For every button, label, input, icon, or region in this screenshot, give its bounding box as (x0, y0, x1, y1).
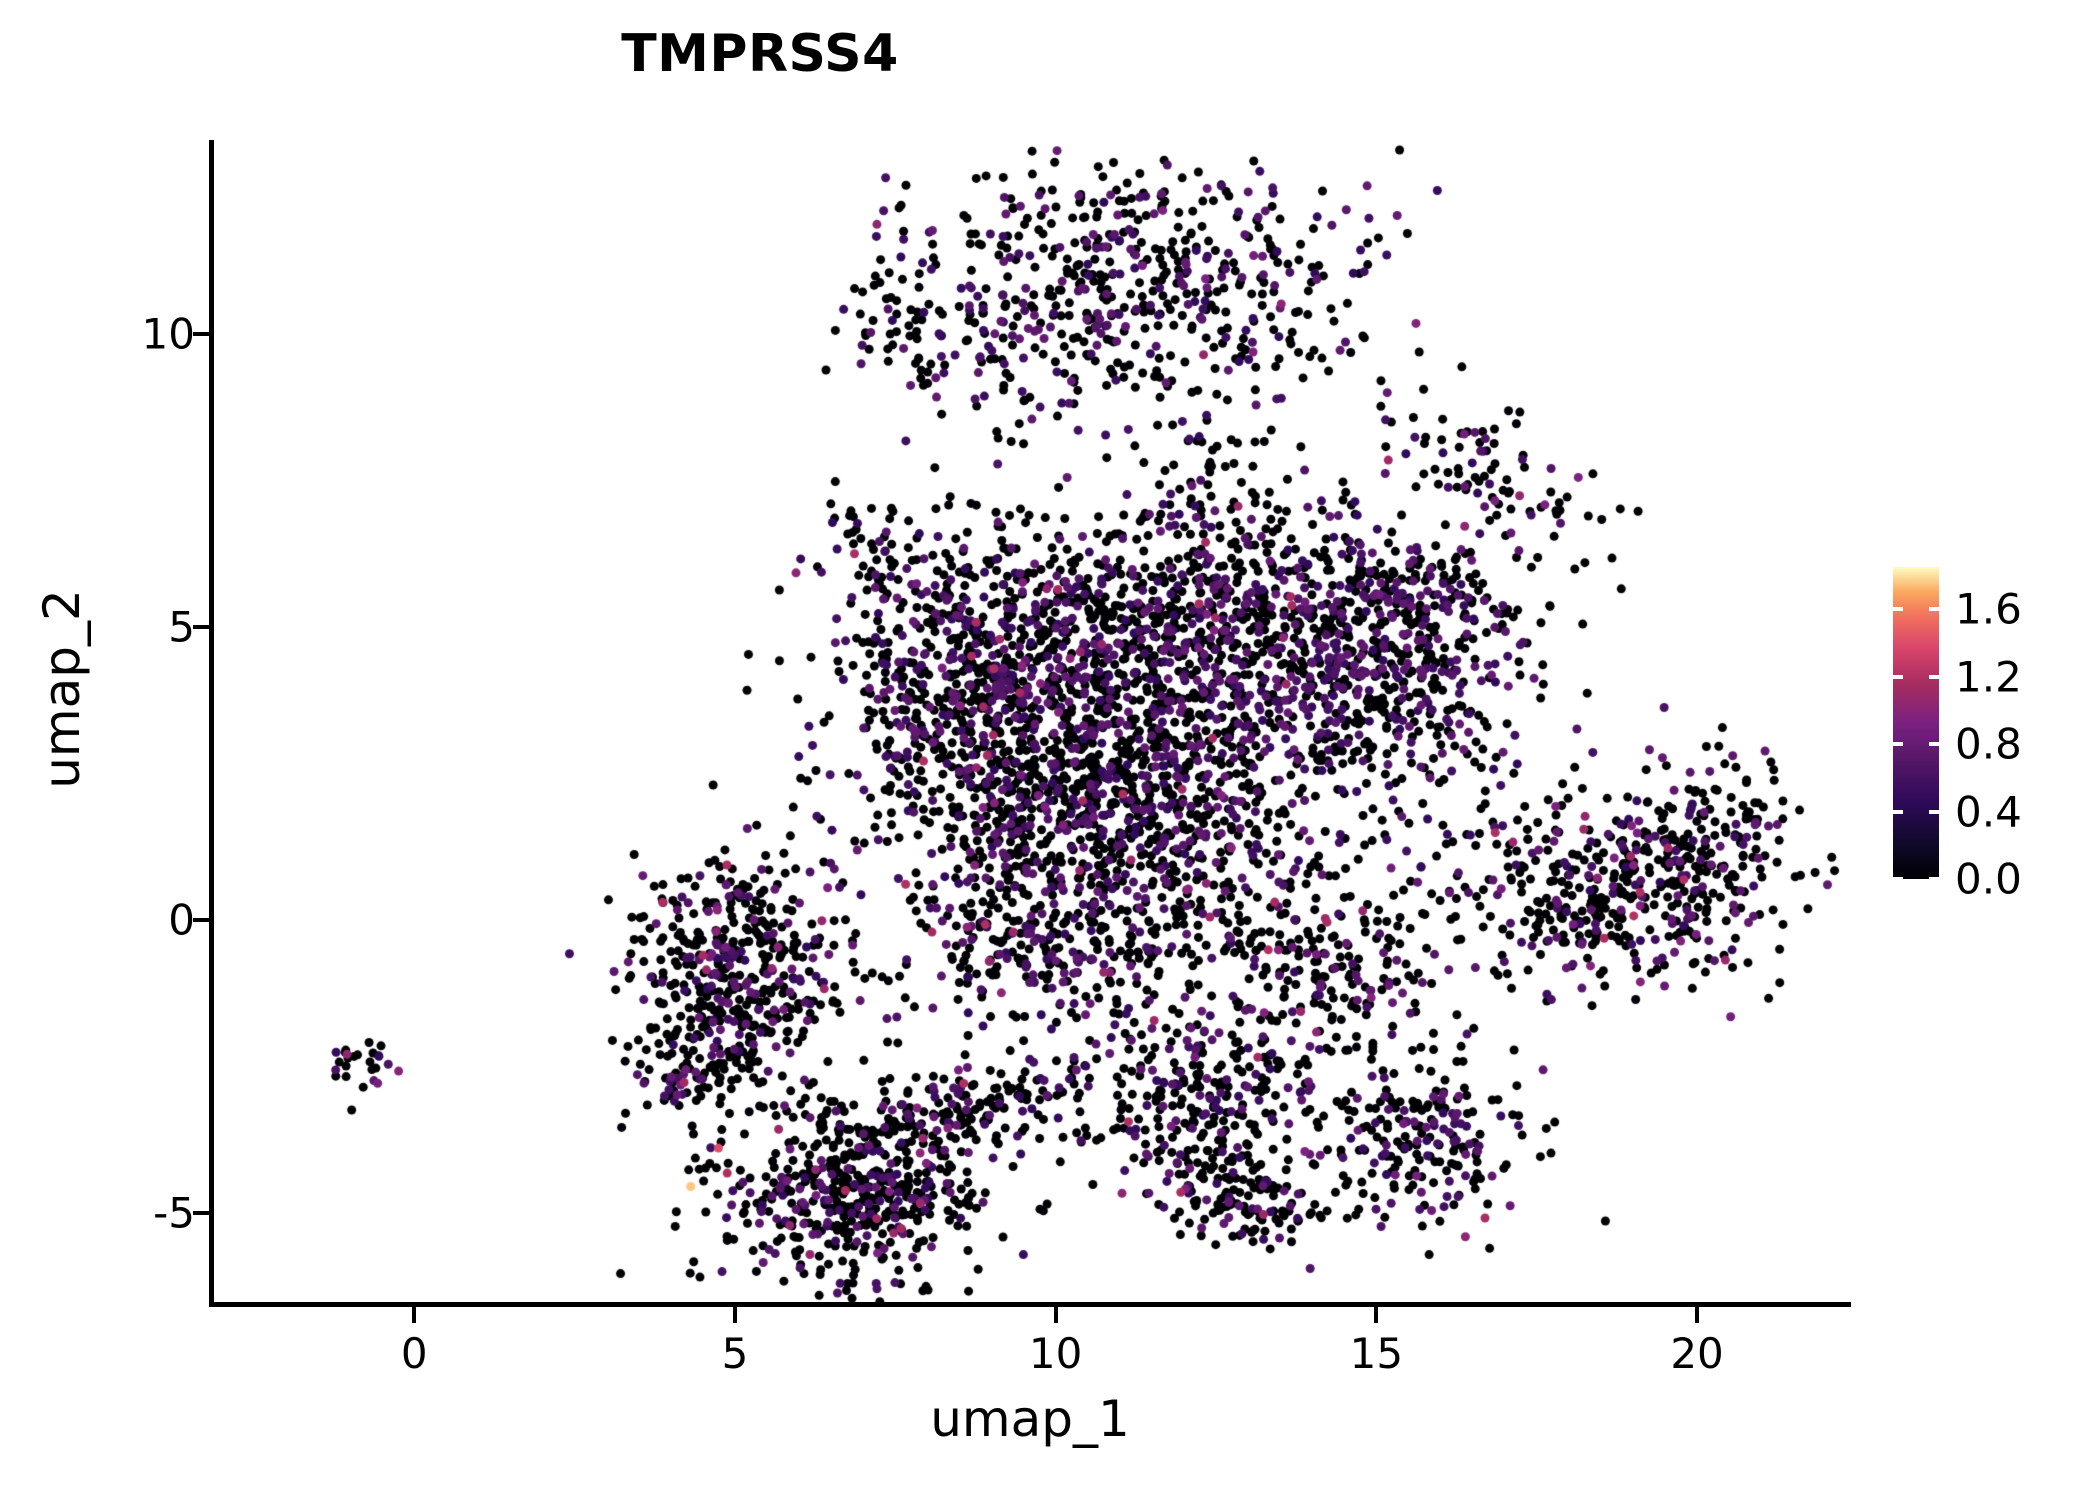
x-tick-mark (732, 1307, 737, 1323)
y-axis-label: umap_2 (33, 589, 91, 789)
colorbar-tick-label: 0.0 (1955, 854, 2022, 904)
y-tick-mark (193, 331, 209, 336)
y-tick-mark (193, 624, 209, 629)
y-tick-mark (193, 917, 209, 922)
y-tick-label: 0 (168, 895, 195, 945)
colorbar-tick-label: 0.8 (1955, 719, 2022, 769)
x-tick-label: 20 (1670, 1329, 1724, 1378)
colorbar-tick-mark (1893, 607, 1939, 612)
colorbar-tick-mark (1893, 674, 1939, 679)
x-tick-label: 0 (400, 1329, 428, 1378)
x-tick-label: 10 (1028, 1329, 1083, 1378)
x-tick-mark (1374, 1307, 1379, 1323)
colorbar-tick-label: 0.4 (1955, 787, 2022, 837)
y-tick-mark (193, 1211, 209, 1216)
colorbar-tick-label: 1.2 (1955, 652, 2022, 702)
colorbar-tick-mark (1893, 742, 1939, 747)
colorbar: 0.0 0.4 0.8 1.2 1.6 (1893, 567, 2093, 904)
x-tick-label: 5 (721, 1329, 749, 1378)
y-tick-label: -5 (153, 1188, 195, 1238)
colorbar-gradient (1893, 567, 1939, 879)
x-axis-label: umap_1 (930, 1390, 1130, 1448)
page-title: TMPRSS4 (621, 24, 899, 84)
x-tick-label: 15 (1349, 1329, 1404, 1378)
scatter-plot-canvas (209, 140, 1851, 1307)
x-tick-mark (1695, 1307, 1700, 1323)
colorbar-tick-label: 1.6 (1955, 584, 2022, 634)
x-tick-mark (412, 1307, 417, 1323)
y-tick-label: 10 (141, 309, 195, 359)
colorbar-tick-mark (1893, 877, 1939, 881)
y-tick-label: 5 (168, 602, 195, 652)
x-tick-mark (1053, 1307, 1058, 1323)
colorbar-tick-mark (1893, 809, 1939, 814)
